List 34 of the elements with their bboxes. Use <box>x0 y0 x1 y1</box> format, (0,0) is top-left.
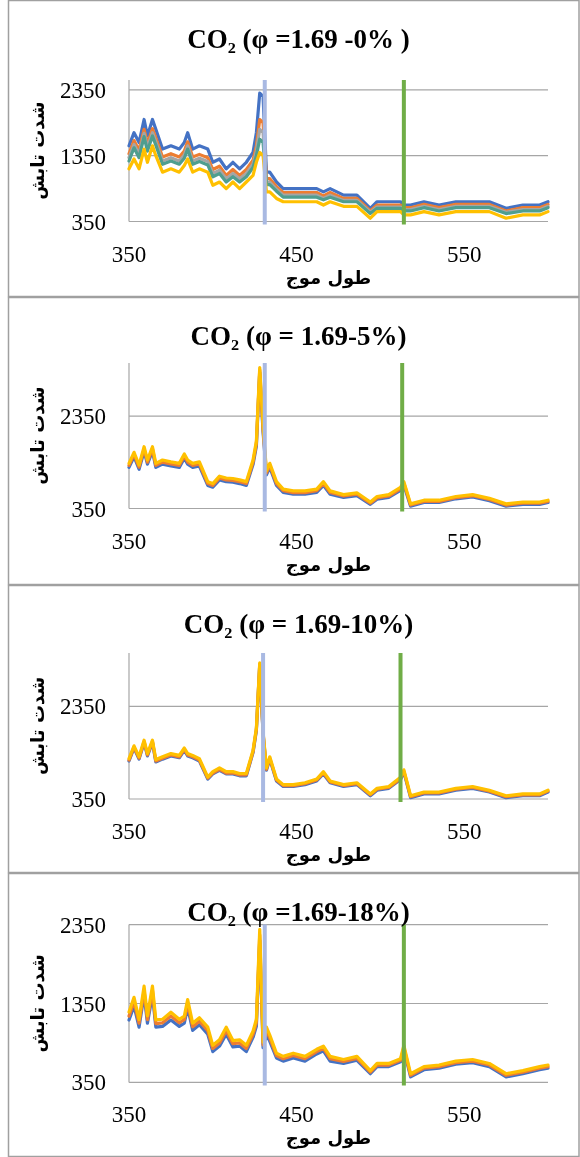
x-axis-title: طول موج <box>285 1127 372 1150</box>
x-axis-title: طول موج <box>285 266 372 289</box>
y-tick-label: 2350 <box>60 77 106 103</box>
x-tick-label: 350 <box>111 528 147 554</box>
x-tick-label: 550 <box>446 528 482 554</box>
y-axis-title: شدت تابش <box>27 954 48 1053</box>
x-axis-title: طول موج <box>285 553 372 576</box>
y-tick-label: 1350 <box>60 143 106 169</box>
x-tick-label: 450 <box>279 241 314 267</box>
x-tick-label: 450 <box>279 528 314 554</box>
y-tick-label: 350 <box>71 496 106 522</box>
chart-title: CO₂ (φ =1.69 -0% ) <box>187 24 410 54</box>
x-tick-label: 550 <box>446 1102 482 1128</box>
x-tick-label: 550 <box>446 241 482 267</box>
x-tick-label: 350 <box>111 1102 147 1128</box>
y-axis-title: شدت تابش <box>27 386 48 485</box>
y-tick-label: 350 <box>71 209 106 235</box>
y-tick-label: 350 <box>71 1070 106 1096</box>
chart-title: CO₂ (φ = 1.69-10%) <box>183 609 414 639</box>
y-tick-label: 1350 <box>60 991 106 1017</box>
x-tick-label: 550 <box>446 819 482 844</box>
x-axis-title: طول موج <box>285 844 372 866</box>
chart-title: CO₂ (φ =1.69-18%) <box>187 897 410 927</box>
y-tick-label: 350 <box>71 787 106 812</box>
chart-title: CO₂ (φ = 1.69-5%) <box>190 321 407 351</box>
y-axis-title: شدت تابش <box>27 676 48 776</box>
x-tick-label: 450 <box>279 819 314 844</box>
x-tick-label: 450 <box>279 1102 314 1128</box>
y-tick-label: 2350 <box>60 912 106 938</box>
x-tick-label: 350 <box>111 819 147 844</box>
y-axis-title: شدت تابش <box>27 101 48 200</box>
y-tick-label: 2350 <box>60 694 106 720</box>
x-tick-label: 350 <box>111 241 147 267</box>
y-tick-label: 2350 <box>60 404 106 430</box>
